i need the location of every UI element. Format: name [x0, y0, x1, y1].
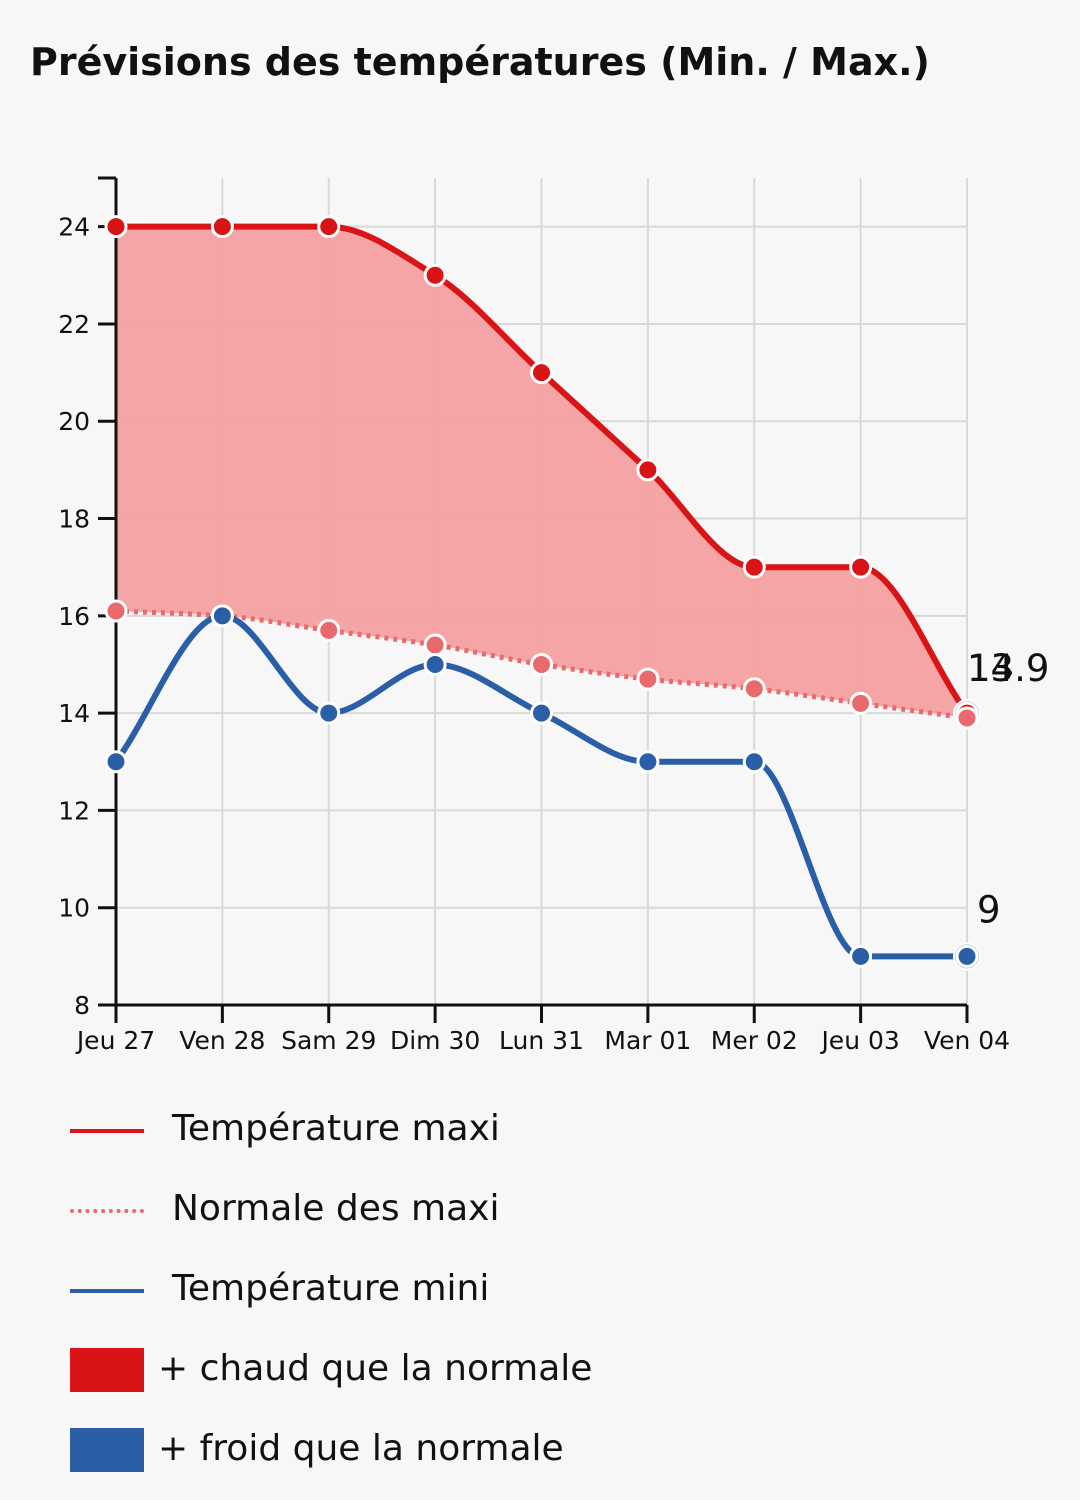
- series-point: [742, 555, 766, 579]
- end-value-label: 13.9: [967, 647, 1049, 690]
- series-point: [423, 633, 447, 657]
- end-value-label: 9: [977, 888, 1001, 931]
- series-point: [849, 691, 873, 715]
- temperature-chart: 8 10 12 14 16 18 20 22 24 Jeu 27 Ven 28 Sam 29 Dim 3…: [58, 176, 1049, 1055]
- chart-title: Prévisions des températures (Min. / Max.…: [30, 40, 930, 84]
- series-point: [742, 750, 766, 774]
- legend-item-colder[interactable]: + froid que la normale: [70, 1420, 1030, 1500]
- warm-area-fill: [116, 226, 967, 718]
- legend-label-min: Température mini: [172, 1268, 490, 1309]
- legend-item-normal-max[interactable]: Normale des maxi: [70, 1180, 1030, 1260]
- x-tick-label: Lun 31: [499, 1026, 584, 1055]
- series-point: [104, 215, 128, 239]
- x-tick-label: Jeu 03: [819, 1026, 899, 1055]
- series-point: [530, 361, 553, 385]
- x-tick-label: Dim 30: [390, 1026, 480, 1055]
- series-point: [317, 215, 341, 239]
- legend-swatch-warmer: [70, 1348, 144, 1392]
- x-tick-label: Mar 01: [604, 1026, 691, 1055]
- legend-line-normal-max: [70, 1209, 144, 1213]
- series-point: [423, 652, 447, 676]
- series-point: [742, 677, 766, 701]
- x-tick-label: Ven 04: [924, 1026, 1010, 1055]
- y-tick-label: 24: [58, 213, 90, 242]
- legend-item-warmer[interactable]: + chaud que la normale: [70, 1340, 1030, 1420]
- series-points: [104, 215, 981, 971]
- legend-label-normal-max: Normale des maxi: [172, 1188, 500, 1229]
- y-tick-label: 8: [74, 991, 90, 1020]
- x-tick-label: Ven 28: [179, 1026, 265, 1055]
- series-point: [849, 555, 873, 579]
- series-point: [955, 944, 979, 968]
- series-point: [849, 944, 873, 968]
- legend-label-colder: + froid que la normale: [158, 1428, 564, 1469]
- end-value-label: 14: [967, 647, 1014, 690]
- series-point: [530, 701, 553, 725]
- series-point: [104, 750, 128, 774]
- series-point: [210, 215, 234, 239]
- y-tick-label: 20: [58, 407, 90, 436]
- series-point: [317, 618, 341, 642]
- series-point: [423, 263, 447, 287]
- x-tick-label: Mer 02: [711, 1026, 798, 1055]
- legend-line-max: [70, 1129, 144, 1133]
- legend-swatch-colder: [70, 1428, 144, 1472]
- legend-label-warmer: + chaud que la normale: [158, 1348, 593, 1389]
- series-point: [530, 652, 553, 676]
- axes: 8 10 12 14 16 18 20 22 24 Jeu 27 Ven 28 Sam 29 Dim 3…: [58, 176, 1010, 1055]
- legend-label-max: Température maxi: [172, 1108, 500, 1149]
- legend-item-min[interactable]: Température mini: [70, 1260, 1030, 1340]
- legend-line-min: [70, 1289, 144, 1293]
- series-point: [636, 667, 660, 691]
- x-tick-label: Sam 29: [281, 1026, 376, 1055]
- y-tick-label: 22: [58, 310, 90, 339]
- series-point: [636, 458, 660, 482]
- legend: Température maxi Normale des maxi Tempér…: [70, 1100, 1030, 1500]
- legend-item-max[interactable]: Température maxi: [70, 1100, 1030, 1180]
- series-point: [210, 604, 234, 628]
- y-tick-label: 12: [58, 796, 90, 825]
- series-line: [115, 608, 968, 721]
- y-tick-label: 16: [58, 602, 90, 631]
- y-tick-label: 10: [58, 894, 90, 923]
- series-point: [955, 706, 979, 730]
- series-point: [317, 701, 341, 725]
- y-tick-label: 14: [58, 699, 90, 728]
- y-tick-label: 18: [58, 505, 90, 534]
- series-point: [636, 750, 660, 774]
- series-point: [104, 599, 128, 623]
- x-tick-label: Jeu 27: [75, 1026, 155, 1055]
